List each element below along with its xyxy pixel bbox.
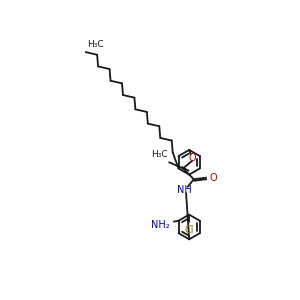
- Text: O: O: [188, 153, 196, 163]
- Text: O: O: [210, 173, 218, 183]
- Text: H₃C: H₃C: [151, 150, 168, 159]
- Text: NH₂: NH₂: [151, 220, 169, 230]
- Text: Cl: Cl: [184, 225, 194, 236]
- Text: H₃C: H₃C: [87, 40, 104, 49]
- Text: NH: NH: [177, 185, 192, 195]
